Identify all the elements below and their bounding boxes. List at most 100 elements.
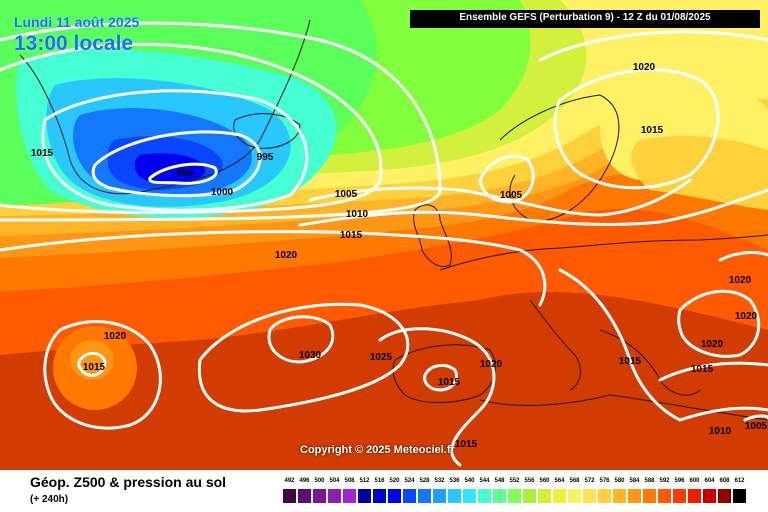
isobar-1020-long — [0, 230, 547, 307]
scale-swatch-528 — [418, 489, 431, 503]
isobar-995-center — [148, 162, 218, 185]
scale-swatch-612 — [733, 489, 746, 503]
scale-label-580: 580 — [614, 478, 625, 484]
scale-swatch-492 — [283, 489, 296, 503]
isobar-label-1015-balkans: 1015 — [619, 356, 642, 367]
isobar-label-1020-russia: 1020 — [729, 275, 752, 286]
scale-swatch-524 — [403, 489, 416, 503]
isobar-label-1000: 1000 — [211, 187, 234, 198]
central-europe-coast — [439, 234, 768, 271]
scale-swatch-540 — [463, 489, 476, 503]
scale-swatch-508 — [343, 489, 356, 503]
isobar-label-1015-atlantic: 1015 — [340, 230, 363, 241]
scale-label-496: 496 — [299, 478, 310, 484]
scale-label-604: 604 — [704, 478, 715, 484]
scale-swatch-496 — [298, 489, 311, 503]
isobar-1020-ne — [718, 251, 768, 262]
isobar-label-1020-iberia: 1020 — [480, 359, 503, 370]
scale-label-548: 548 — [494, 478, 505, 484]
isobar-label-1030: 1030 — [299, 350, 322, 361]
isobar-1005-scand — [478, 154, 535, 204]
isobar-1015-balkans — [558, 268, 682, 422]
field-russia — [631, 135, 768, 210]
scale-swatch-544 — [478, 489, 491, 503]
scale-swatch-576 — [598, 489, 611, 503]
scale-swatch-520 — [388, 489, 401, 503]
scale-label-528: 528 — [419, 478, 430, 484]
run-info-box: Ensemble GEFS (Perturbation 9) - 12 Z du… — [410, 10, 760, 28]
scale-label-552: 552 — [509, 478, 520, 484]
isobar-1015-sweden — [553, 68, 720, 190]
isobar-1010 — [0, 42, 383, 215]
isobar-label-1015-iberia: 1015 — [438, 377, 461, 388]
geopotential-map[interactable]: 1015 995 995 1000 1005 1010 1015 1005 1020 1015 10… — [0, 0, 768, 470]
isobar-1015-mid — [298, 188, 768, 227]
scale-swatch-572 — [583, 489, 596, 503]
italy-coast — [529, 299, 581, 391]
isobar-label-1020-east-1: 1020 — [735, 311, 758, 322]
scale-swatch-596 — [673, 489, 686, 503]
scale-label-560: 560 — [539, 478, 550, 484]
isobar-labels: 1015 995 995 1000 1005 1010 1015 1005 1020 1015 10… — [31, 62, 768, 450]
scale-label-500: 500 — [314, 478, 325, 484]
isobar-label-995-low-center: 995 — [177, 168, 194, 179]
scale-swatch-548 — [493, 489, 506, 503]
isobar-label-1015-greenland: 1015 — [31, 148, 54, 159]
isobar-1015-east — [658, 361, 768, 382]
isobar-label-1020-east-2: 1020 — [701, 339, 724, 350]
scale-swatch-500 — [313, 489, 326, 503]
scale-swatch-552 — [508, 489, 521, 503]
isobar-1020-iberia — [378, 327, 496, 467]
isobar-label-1025: 1025 — [370, 352, 393, 363]
parameter-title: Géop. Z500 & pression au sol — [30, 474, 227, 490]
scale-label-516: 516 — [374, 478, 385, 484]
scale-label-508: 508 — [344, 478, 355, 484]
isobar-label-1015-east: 1015 — [691, 364, 714, 375]
forecast-local-time: 13:00 locale — [14, 32, 134, 55]
isobar-label-1015-africa: 1015 — [455, 439, 478, 450]
scale-label-592: 592 — [659, 478, 670, 484]
iceland-coast — [233, 113, 301, 149]
color-scale: 492 496 500 504 508 512 516 520 524 528 532 536 540 5… — [283, 478, 751, 506]
isobar-1020-east — [677, 289, 761, 358]
scale-swatch-580 — [613, 489, 626, 503]
isobar-1030 — [267, 315, 335, 364]
isobar-label-1020-azores-ring: 1020 — [104, 331, 127, 342]
scale-swatch-560 — [538, 489, 551, 503]
isobar-1010-east — [678, 406, 768, 422]
scale-label-564: 564 — [554, 478, 565, 484]
isobar-label-1010: 1010 — [346, 209, 369, 220]
scale-swatch-608 — [718, 489, 731, 503]
scale-label-568: 568 — [569, 478, 580, 484]
scale-swatch-604 — [703, 489, 716, 503]
greenland-coast — [19, 19, 311, 195]
isobar-label-1015-sweden: 1015 — [641, 125, 664, 136]
scale-swatch-556 — [523, 489, 536, 503]
copyright-notice: Copyright © 2025 Meteociel.fr — [300, 444, 455, 456]
isobar-label-1020-mid-atlantic: 1020 — [275, 250, 298, 261]
isobar-label-1015-azores-center: 1015 — [83, 362, 106, 373]
scale-label-584: 584 — [629, 478, 640, 484]
iberia-coast — [392, 344, 496, 403]
isobar-1010-mid — [308, 178, 692, 217]
scale-label-608: 608 — [719, 478, 730, 484]
scale-swatch-532 — [433, 489, 446, 503]
scale-swatch-600 — [688, 489, 701, 503]
scale-swatch-564 — [553, 489, 566, 503]
scale-label-588: 588 — [644, 478, 655, 484]
scale-label-520: 520 — [389, 478, 400, 484]
isobar-1015-iberia — [423, 363, 458, 392]
scale-swatch-584 — [628, 489, 641, 503]
scale-label-612: 612 — [734, 478, 745, 484]
isobar-label-1010-east: 1010 — [709, 426, 732, 437]
isobar-label-1020-arctic: 1020 — [633, 62, 656, 73]
isobars — [0, 21, 768, 467]
scale-label-576: 576 — [599, 478, 610, 484]
isobar-1000 — [91, 130, 262, 198]
scale-label-540: 540 — [464, 478, 475, 484]
scale-label-532: 532 — [434, 478, 445, 484]
scale-label-524: 524 — [404, 478, 415, 484]
isobar-1005 — [41, 89, 309, 212]
scale-label-556: 556 — [524, 478, 535, 484]
